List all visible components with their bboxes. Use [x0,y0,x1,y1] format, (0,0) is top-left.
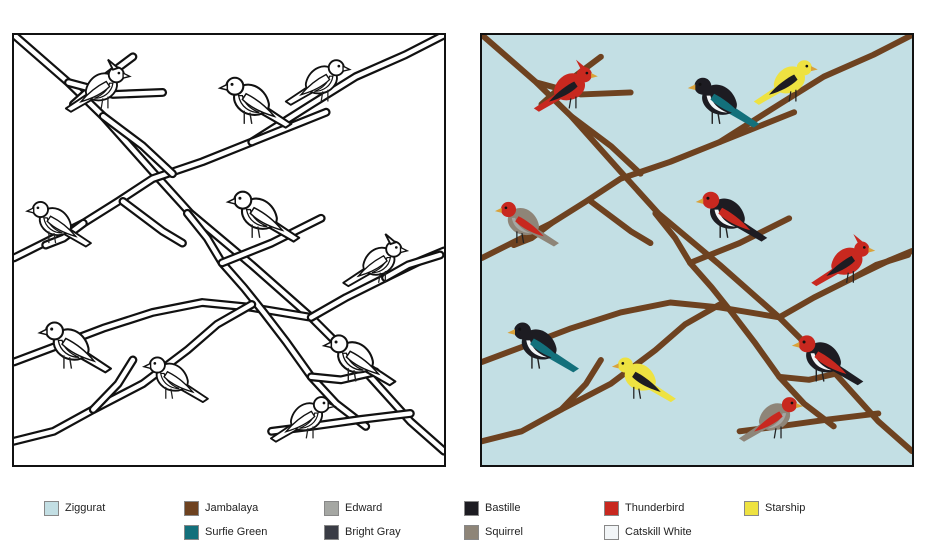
magpie-bird-7 [37,321,113,374]
branch-12 [219,216,324,266]
swatch [744,500,759,516]
legend-label: Starship [765,502,806,514]
cardinal-bird-6 [811,233,876,287]
woodpecker-bird-9 [791,335,864,386]
swatch [604,524,619,540]
magpie-bird-2 [687,77,760,128]
cardinal-bird-6 [342,233,410,288]
branch-9 [568,113,644,177]
swatch [324,500,339,516]
legend-label: Surfie Green [205,526,268,538]
finch-bird-10 [269,396,337,443]
colored-illustration [480,33,914,467]
branch-10 [716,109,798,145]
goldfinch-bird-8 [141,356,209,404]
branch-17 [43,221,86,248]
legend-item-catskill-white: Catskill White [604,524,692,540]
legend-item-starship: Starship [744,500,805,516]
legend-item-surfie-green: Surfie Green [184,524,267,540]
woodpecker-bird-9 [321,334,397,387]
branch-10 [249,110,329,145]
sky-background [482,35,912,465]
legend-label: Ziggurat [65,502,106,514]
legend-item-thunderbird: Thunderbird [604,500,684,516]
swatch [44,500,59,516]
magpie-bird-7 [507,322,579,373]
swatch [604,500,619,516]
branch-14 [558,357,604,413]
branch-13 [850,251,912,281]
finch-bird-4 [494,201,559,247]
legend-item-squirrel: Squirrel [464,524,523,540]
swatch [184,500,199,516]
branch-13 [383,252,443,280]
branch-9 [100,114,175,176]
woodpecker-bird-5 [225,190,301,243]
legend-item-edward: Edward [324,500,382,516]
legend-item-bastille: Bastille [464,500,520,516]
legend-label: Catskill White [625,526,692,538]
finch-bird-10 [738,397,803,442]
swatch [464,500,479,516]
color-legend: Ziggurat Jambalaya Edward Bastille Thund… [0,496,926,540]
branch-5 [652,210,837,430]
outline-illustration [12,33,446,467]
branch-5 [185,211,368,429]
legend-label: Bright Gray [345,526,401,538]
magpie-bird-2 [217,76,293,129]
goldfinch-bird-8 [611,357,676,403]
branch-14 [91,357,136,412]
branch-12 [687,215,793,266]
goldfinch-bird-3 [753,60,818,105]
branch-15 [309,369,378,383]
colored-canvas [482,35,912,465]
branch-11 [588,198,654,247]
outline-canvas [14,35,444,465]
legend-item-ziggurat: Ziggurat [44,500,105,516]
branch-15 [776,368,847,383]
branch-6 [482,301,723,445]
branch-6 [14,302,255,444]
cardinal-bird-1 [64,58,132,113]
legend-item-jambalaya: Jambalaya [184,500,258,516]
legend-label: Squirrel [485,526,523,538]
branch-17 [510,220,555,249]
goldfinch-bird-3 [284,59,352,106]
cardinal-bird-1 [533,59,598,112]
swatch [184,524,199,540]
finch-bird-4 [25,200,92,248]
branch-11 [120,199,185,246]
legend-label: Thunderbird [625,502,685,514]
legend-label: Jambalaya [205,502,259,514]
branch-8 [533,79,634,98]
legend-label: Bastille [485,502,521,514]
swatch [464,524,479,540]
legend-item-bright-gray: Bright Gray [324,524,401,540]
woodpecker-bird-5 [695,191,768,242]
swatch [324,524,339,540]
legend-label: Edward [345,502,383,514]
